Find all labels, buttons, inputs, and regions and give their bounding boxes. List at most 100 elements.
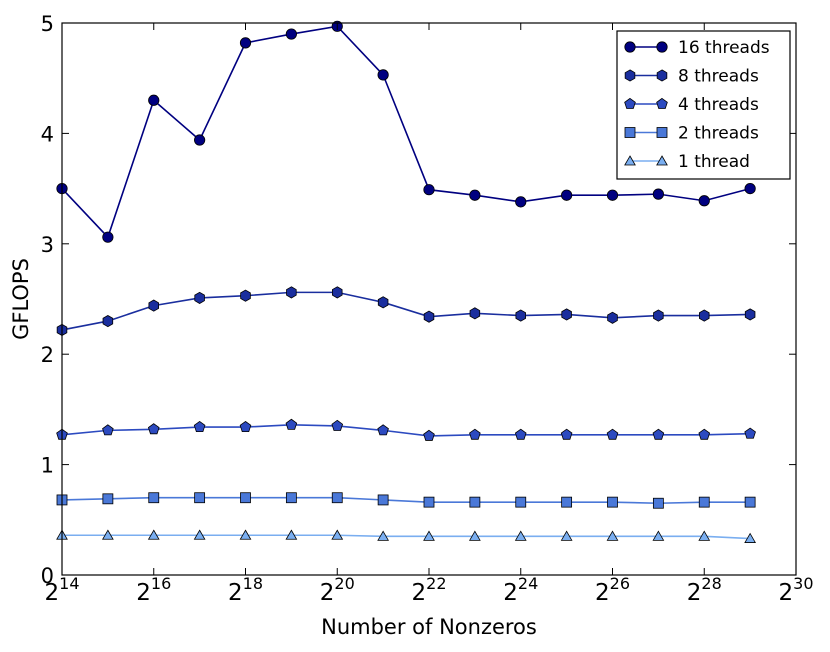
data-point-16-threads [194,134,206,146]
data-point-16-threads [148,94,160,106]
legend-entry-16-threads: 16 threads [624,38,770,58]
x-tick-label: 230 [779,574,814,606]
data-point-16-threads [239,37,252,49]
y-tick-label: 5 [41,12,54,36]
data-point-2-threads [698,496,710,508]
data-point-8-threads [607,311,618,324]
data-point-8-threads [423,310,435,323]
data-point-16-threads [423,184,435,196]
data-point-1-thread [652,530,665,541]
data-point-8-threads [744,308,756,321]
series-1-thread [56,529,757,543]
data-point-16-threads [561,189,573,201]
y-tick-label: 1 [41,454,54,478]
data-point-8-threads [653,309,664,322]
data-point-4-threads [285,418,298,430]
legend-label: 1 thread [678,152,750,172]
legend-entry-1-thread: 1 thread [624,152,750,172]
series-8-threads [56,286,756,336]
legend-marker [656,41,668,53]
series-layer [56,20,757,543]
data-point-8-threads [515,309,526,322]
x-tick-label: 214 [45,574,80,606]
legend-marker [656,69,668,82]
data-point-16-threads [515,196,527,208]
data-point-1-thread [331,529,344,540]
data-point-8-threads [699,309,710,322]
data-point-4-threads [239,420,252,432]
data-point-8-threads [331,286,343,299]
data-point-2-threads [102,493,114,505]
data-point-4-threads [193,420,206,432]
data-point-2-threads [515,496,527,508]
data-point-4-threads [423,429,435,441]
legend-label: 8 threads [678,67,759,87]
data-point-4-threads [331,419,344,431]
ticks-layer: 214 216 218 220 222 224 226 228 230 0 1 2 3 4 5 [41,12,814,606]
data-point-2-threads [652,497,664,509]
data-point-8-threads [194,291,205,304]
data-point-2-threads [607,496,618,508]
data-point-4-threads [377,424,389,436]
data-point-1-thread [193,529,206,540]
data-point-2-threads [285,492,297,504]
data-point-2-threads [423,496,435,508]
data-point-1-thread [698,530,711,541]
series-line-1-thread [62,534,751,540]
data-point-8-threads [286,286,297,299]
legend-marker [624,41,636,53]
data-point-2-threads [744,496,756,508]
series-2-threads [56,492,756,509]
series-line-4-threads [61,424,751,437]
y-tick-label: 4 [41,122,54,146]
legend-marker [656,155,668,166]
series-line-16-threads [61,25,751,239]
data-point-1-thread [423,530,435,541]
data-point-4-threads [744,427,756,439]
data-point-8-threads [148,299,160,312]
data-point-2-threads [240,492,251,504]
data-point-16-threads [698,195,710,207]
x-tick-label: 216 [136,574,171,606]
data-point-4-threads [698,428,711,440]
legend-label: 4 threads [678,95,759,115]
data-point-8-threads [377,296,389,309]
data-point-16-threads [285,28,297,40]
data-point-1-thread [147,529,160,540]
legend-box [616,30,791,180]
legend-entry-2-threads: 2 threads [624,124,759,144]
data-point-16-threads [469,189,481,201]
data-point-8-threads [561,308,572,321]
data-point-2-threads [377,494,389,506]
x-tick-label: 228 [687,574,722,606]
legend-marker [656,127,668,138]
legend-label: 2 threads [678,124,759,144]
data-point-4-threads [514,428,527,440]
data-point-4-threads [147,423,160,435]
data-point-4-threads [560,428,573,440]
y-tick-label: 0 [41,564,54,588]
data-point-16-threads [606,189,619,201]
legend: 16 threads 8 threads 4 threads 2 threads 1 t… [616,30,791,180]
x-tick-label: 220 [320,574,355,606]
legend-marker [624,155,636,166]
data-point-8-threads [469,307,481,320]
x-tick-label: 224 [503,574,538,606]
data-point-2-threads [194,492,206,504]
series-line-2-threads [61,496,751,505]
x-tick-label: 226 [595,574,630,606]
legend-label: 16 threads [678,38,770,58]
series-4-threads [56,418,756,441]
data-point-1-thread [514,530,527,541]
legend-marker [624,69,636,82]
data-point-4-threads [102,424,114,436]
data-point-1-thread [377,530,390,541]
data-point-2-threads [469,496,481,508]
x-tick-label: 222 [412,574,447,606]
data-point-16-threads [102,231,114,243]
data-point-2-threads [331,492,343,504]
y-tick-label: 3 [41,233,54,257]
data-point-1-thread [285,529,298,540]
x-tick-label: 218 [228,574,263,606]
